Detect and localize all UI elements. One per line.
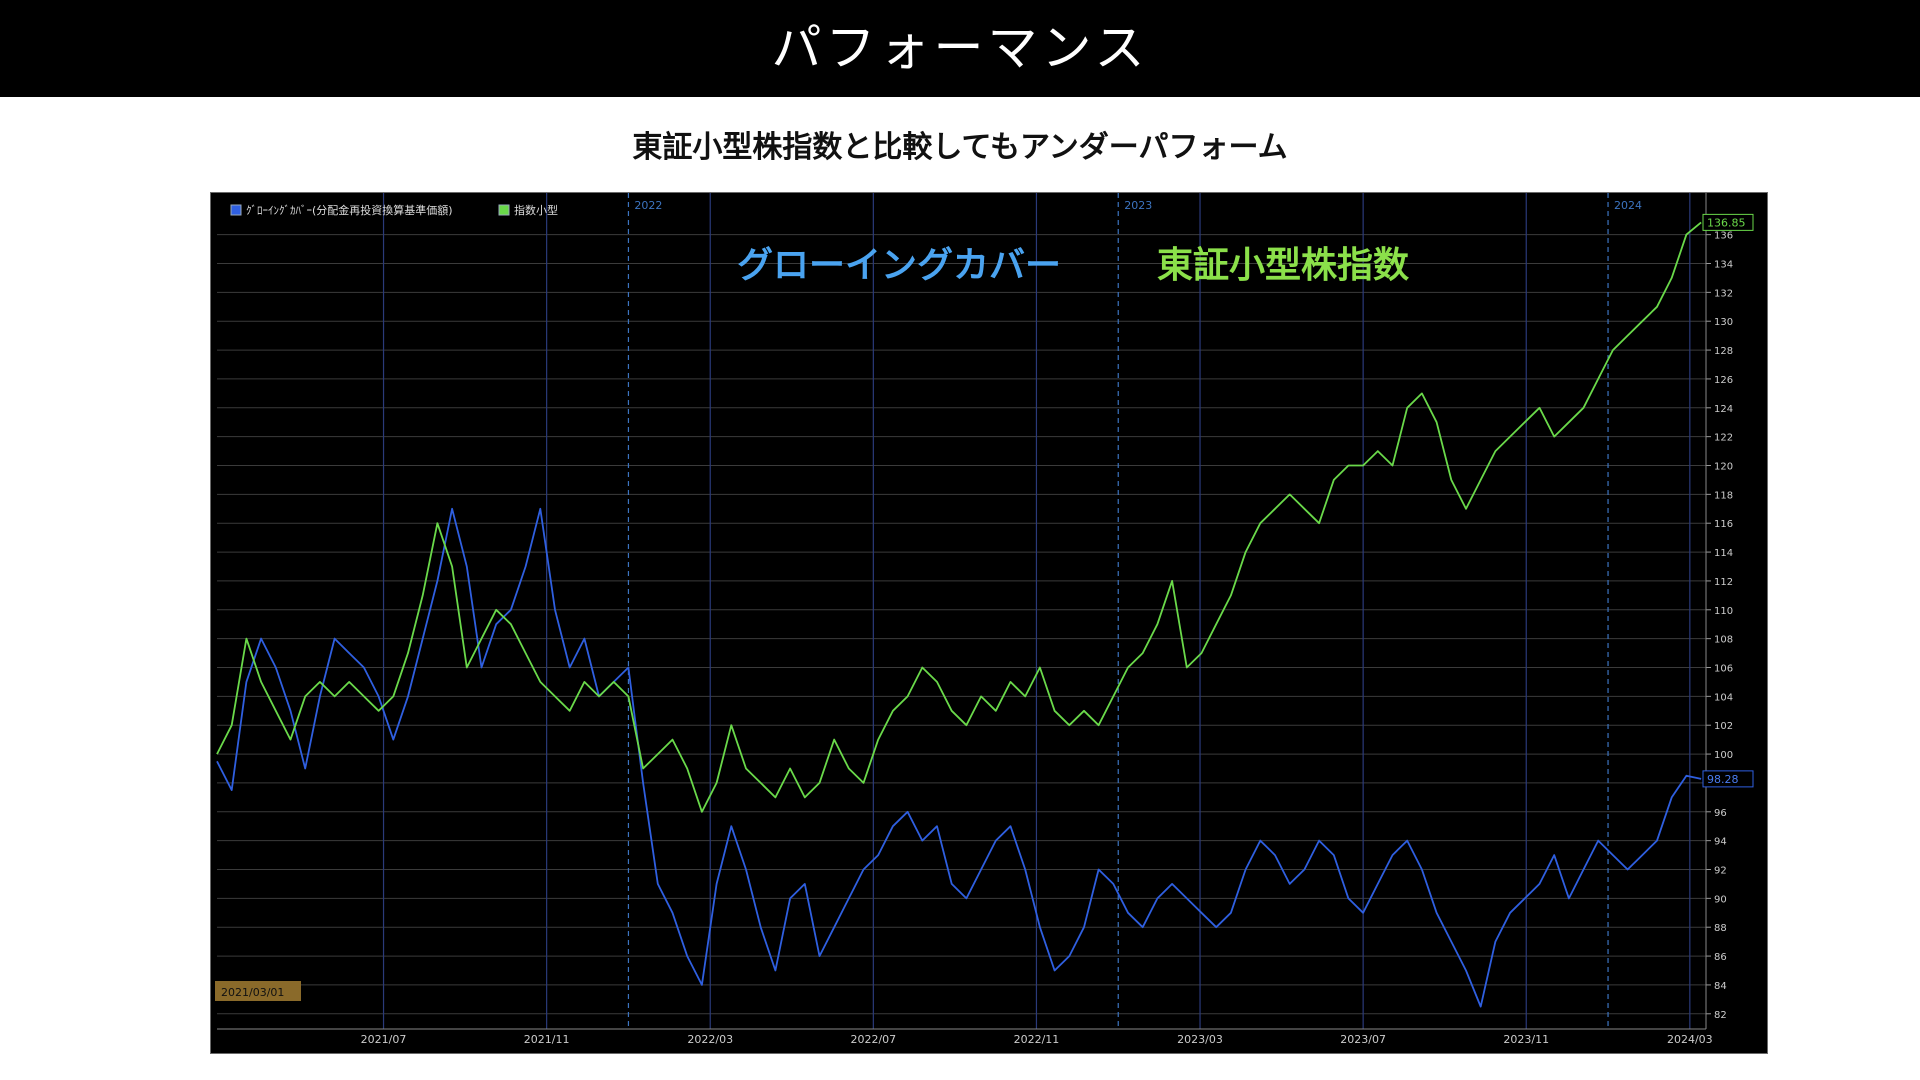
series-lines — [216, 221, 1702, 1008]
legend: ｸﾞﾛｰｲﾝｸﾞｶﾊﾞｰ(分配金再投資換算基準価額) 指数小型 — [230, 203, 558, 217]
y-tick-label: 136 — [1714, 231, 1733, 242]
y-tick-label: 110 — [1714, 606, 1733, 617]
y-tick-label: 90 — [1714, 894, 1727, 905]
fund-series-line — [216, 507, 1702, 1008]
x-tick-label: 2022/11 — [1014, 1033, 1060, 1046]
year-marker-label: 2024 — [1614, 199, 1642, 212]
index-last-value-box — [1702, 213, 1754, 231]
legend-swatch-fund — [230, 204, 242, 216]
legend-label-fund: ｸﾞﾛｰｲﾝｸﾞｶﾊﾞｰ(分配金再投資換算基準価額) — [246, 203, 453, 217]
year-marker-label: 2022 — [634, 199, 662, 212]
x-tick-label: 2021/07 — [361, 1033, 407, 1046]
y-tick-label: 126 — [1714, 375, 1733, 386]
x-tick-label: 2023/07 — [1340, 1033, 1386, 1046]
y-tick-label: 134 — [1714, 260, 1733, 271]
x-tick-label: 2022/03 — [687, 1033, 733, 1046]
y-tick-label: 96 — [1714, 808, 1727, 819]
x-axis-ticks: 2021/07 2021/11 2022/03 2022/07 2022/11 2023/… — [217, 1028, 1713, 1046]
y-axis-ticks: 8284868890929496981001021041061081101121… — [1705, 193, 1733, 1029]
year-markers: 2022 2023 2024 — [627, 193, 1642, 1029]
y-tick-label: 102 — [1714, 721, 1733, 732]
y-tick-label: 86 — [1714, 952, 1727, 963]
fund-last-value: 98.28 — [1707, 773, 1739, 786]
legend-swatch-index — [498, 204, 510, 216]
y-tick-label: 108 — [1714, 635, 1733, 646]
index-series-line — [216, 221, 1702, 813]
index-annotation: 東証小型株指数 — [1157, 245, 1409, 286]
y-tick-label: 128 — [1714, 346, 1733, 357]
y-tick-label: 122 — [1714, 433, 1733, 444]
y-tick-label: 114 — [1714, 548, 1733, 559]
y-tick-label: 116 — [1714, 519, 1733, 530]
y-tick-label: 94 — [1714, 837, 1727, 848]
year-marker-label: 2023 — [1124, 199, 1152, 212]
y-tick-label: 124 — [1714, 404, 1733, 415]
y-tick-label: 82 — [1714, 1010, 1727, 1021]
y-tick-label: 130 — [1714, 317, 1733, 328]
slide-subtitle: 東証小型株指数と比較してもアンダーパフォーム — [632, 130, 1288, 165]
y-tick-label: 106 — [1714, 664, 1733, 675]
fund-last-value-box — [1702, 770, 1754, 788]
grid — [217, 193, 1706, 1029]
title-bar — [0, 0, 1920, 97]
x-tick-label: 2024/03 — [1667, 1033, 1713, 1046]
y-tick-label: 88 — [1714, 923, 1727, 934]
y-tick-label: 104 — [1714, 692, 1733, 703]
x-tick-label: 2021/11 — [524, 1033, 570, 1046]
x-tick-label: 2023/11 — [1503, 1033, 1549, 1046]
index-last-value: 136.85 — [1707, 216, 1746, 229]
y-tick-label: 132 — [1714, 288, 1733, 299]
legend-label-index: 指数小型 — [514, 203, 558, 217]
x-tick-label: 2022/07 — [850, 1033, 896, 1046]
start-date-label: 2021/03/01 — [221, 986, 284, 999]
y-tick-label: 84 — [1714, 981, 1727, 992]
slide-title: パフォーマンス — [771, 19, 1149, 77]
y-tick-label: 112 — [1714, 577, 1733, 588]
start-date-badge — [215, 981, 301, 1001]
y-tick-label: 120 — [1714, 462, 1733, 473]
y-tick-label: 118 — [1714, 490, 1733, 501]
y-tick-label: 92 — [1714, 866, 1727, 877]
fund-annotation: グローイングカバー — [737, 245, 1061, 286]
x-tick-label: 2023/03 — [1177, 1033, 1223, 1046]
y-tick-label: 100 — [1714, 750, 1733, 761]
